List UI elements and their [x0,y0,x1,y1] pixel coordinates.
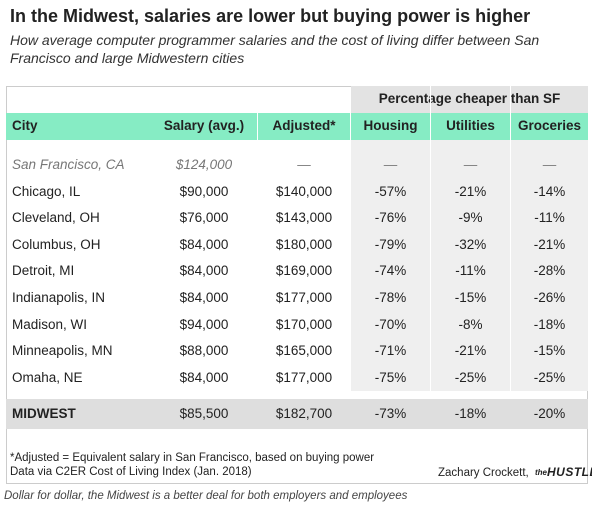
table-cell: -26% [533,290,566,305]
table-cell: $170,000 [275,316,333,332]
header-divider [257,113,258,140]
summary-cell: -73% [374,406,407,422]
table-cell: $140,000 [275,183,333,199]
table-cell: -74% [374,263,407,279]
column-divider [510,86,511,392]
table-cell: -25% [533,369,566,385]
table-cell: -32% [454,236,487,252]
table-cell: -79% [374,236,407,252]
table-cell: Minneapolis, MN [12,343,113,359]
table-cell: -15% [533,343,566,359]
table-cell: -14% [533,183,566,199]
table-cell: -70% [374,316,407,332]
table-cell: $180,000 [275,236,333,252]
caption: Dollar for dollar, the Midwest is a bett… [4,490,408,502]
table-cell: $124,000 [175,157,233,172]
table-cell: Omaha, NE [12,369,83,385]
table-cell: $76,000 [179,210,229,226]
table-cell: -21% [454,343,487,359]
table-cell: $143,000 [275,210,333,226]
summary-cell: MIDWEST [12,406,76,422]
table-cell: $84,000 [179,236,229,252]
table-cell: Indianapolis, IN [12,290,106,305]
group-header: Percentage cheaper than SF [378,91,561,106]
table-cell: $88,000 [179,343,229,359]
table-cell: -75% [374,369,407,385]
table-cell: -18% [533,316,566,332]
table-cell: Columbus, OH [12,236,101,252]
summary-background [6,399,588,430]
table-cell: $84,000 [179,369,229,385]
table-cell: -15% [454,290,487,305]
table-cell: $94,000 [179,316,229,332]
summary-cell: $85,500 [179,406,229,422]
table-cell: -25% [454,369,487,385]
table-cell: -11% [455,263,486,279]
summary-cell: -20% [533,406,566,422]
table-cell: -9% [458,210,483,226]
table-cell: -71% [374,343,407,359]
table-cell: — [542,157,557,172]
table-cell: -76% [374,210,407,226]
table-cell: -21% [533,236,566,252]
table-cell: -57% [374,183,407,199]
table-cell: $90,000 [179,183,229,199]
table-cell: — [463,157,478,172]
table-cell: — [383,157,398,172]
subtitle: How average computer programmer salaries… [10,32,540,66]
column-divider [430,86,431,392]
table-cell: -78% [374,290,407,305]
column-header: Groceries [517,118,582,133]
table-cell: $169,000 [275,263,333,279]
table-cell: $177,000 [275,290,333,305]
header-divider [350,113,351,140]
column-header: Utilities [446,118,495,133]
table-cell: -21% [454,183,487,199]
table-cell: Madison, WI [12,316,88,332]
summary-cell: $182,700 [275,406,333,422]
credit: Zachary Crockett, [438,467,529,479]
table-cell: $177,000 [275,369,333,385]
table-cell: — [297,157,311,172]
table-cell: Detroit, MI [12,263,75,279]
table-cell: $165,000 [275,343,333,359]
column-header: Housing [363,118,418,133]
column-header: City [12,118,38,133]
column-header: Salary (avg.) [163,118,245,133]
table-cell: San Francisco, CA [12,157,125,172]
footnote: Data via C2ER Cost of Living Index (Jan.… [10,466,252,478]
brand-prefix: the [535,468,547,477]
table-cell: $84,000 [179,263,229,279]
table-cell: Chicago, IL [12,183,81,199]
group-header-background [351,86,588,113]
footnote: *Adjusted = Equivalent salary in San Fra… [10,452,375,464]
table-cell: $84,000 [179,290,229,305]
table-cell: -8% [458,316,483,332]
table-cell: Cleveland, OH [12,210,100,226]
header-background [6,113,588,140]
brand: HUSTLE [547,465,592,479]
title: In the Midwest, salaries are lower but b… [10,6,531,26]
summary-cell: -18% [454,406,487,422]
table-cell: -28% [533,263,566,279]
column-header: Adjusted* [272,118,336,133]
table-cell: -11% [534,210,565,226]
